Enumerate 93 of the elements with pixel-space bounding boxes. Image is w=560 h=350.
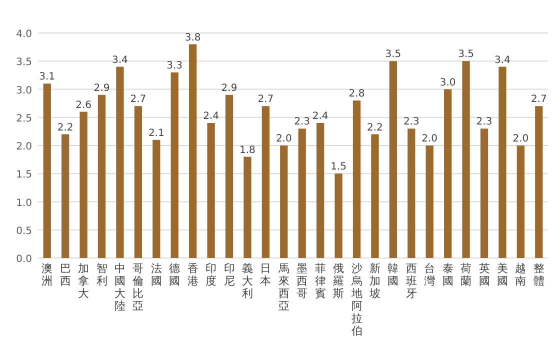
x-tick-label: 越南 xyxy=(515,262,526,288)
bar xyxy=(207,123,215,258)
data-label: 2.7 xyxy=(258,94,274,106)
bar xyxy=(244,156,252,258)
bar xyxy=(535,106,543,258)
x-tick-label: 印度 xyxy=(206,262,217,288)
bar xyxy=(408,128,416,258)
y-tick-label: 0.0 xyxy=(16,254,32,265)
x-tick-label: 巴西 xyxy=(60,262,71,288)
x-tick-label: 台灣 xyxy=(424,262,436,288)
bar xyxy=(170,72,178,258)
data-label: 2.3 xyxy=(294,116,310,128)
bar xyxy=(352,100,361,258)
x-tick-label: 印尼 xyxy=(224,262,235,288)
x-tick-label: 韓國 xyxy=(388,262,399,288)
data-label: 2.4 xyxy=(203,111,219,122)
x-tick-label: 香港 xyxy=(187,262,198,288)
y-tick-label: 0.5 xyxy=(16,226,32,237)
x-tick-label: 荷蘭 xyxy=(460,262,472,288)
y-tick-label: 1.5 xyxy=(16,170,32,181)
x-tick-label: 法國 xyxy=(150,262,162,288)
x-tick-label: 英國 xyxy=(478,262,490,288)
x-tick-label: 智利 xyxy=(96,262,108,288)
bar xyxy=(225,94,234,258)
x-tick-label: 菲律賓 xyxy=(314,262,326,300)
data-label: 3.5 xyxy=(458,49,474,60)
data-label: 2.4 xyxy=(312,111,328,122)
data-label: 3.4 xyxy=(112,54,128,66)
bar xyxy=(516,146,525,258)
x-tick-label: 沙烏地阿拉伯 xyxy=(350,262,362,338)
bar xyxy=(334,174,342,258)
bar xyxy=(371,134,379,258)
data-label: 2.2 xyxy=(367,122,383,134)
bar xyxy=(188,44,197,258)
data-label: 2.2 xyxy=(57,122,74,134)
bar xyxy=(280,146,288,258)
y-tick-label: 3.0 xyxy=(16,85,32,96)
bar xyxy=(480,128,488,258)
x-tick-label: 中國大陸 xyxy=(114,262,126,312)
bar xyxy=(316,123,324,258)
data-label: 2.0 xyxy=(422,134,438,144)
x-tick-label: 澳洲 xyxy=(42,262,53,288)
bar xyxy=(116,66,124,258)
x-tick-label: 哥倫比亞 xyxy=(132,262,144,312)
data-label: 2.3 xyxy=(476,116,492,128)
x-tick-label: 德國 xyxy=(169,262,180,288)
bar xyxy=(389,61,398,258)
y-tick-label: 2.5 xyxy=(16,113,32,124)
bar xyxy=(43,84,51,258)
data-label: 2.7 xyxy=(530,94,547,106)
data-label: 3.5 xyxy=(385,49,402,60)
data-label: 2.7 xyxy=(130,94,146,106)
y-tick-label: 3.5 xyxy=(16,57,32,68)
data-label: 3.1 xyxy=(39,72,56,83)
y-tick-label: 4.0 xyxy=(16,29,32,40)
data-label: 2.0 xyxy=(512,134,529,144)
data-label: 2.9 xyxy=(94,82,110,94)
y-tick-label: 1.0 xyxy=(16,198,32,209)
data-label: 2.9 xyxy=(221,82,238,94)
bar xyxy=(262,106,270,258)
data-label: 2.3 xyxy=(403,116,420,128)
bar xyxy=(298,128,306,258)
bar xyxy=(444,89,452,258)
bar xyxy=(98,94,106,258)
x-tick-label: 西班牙 xyxy=(406,262,417,300)
x-tick-label: 日本 xyxy=(260,262,272,288)
data-label: 2.8 xyxy=(348,88,365,100)
x-tick-label: 美國 xyxy=(496,262,508,288)
x-tick-label: 馬來西亞 xyxy=(277,262,290,312)
x-tick-label: 俄羅斯 xyxy=(333,262,344,300)
x-tick-label: 泰國 xyxy=(442,262,454,288)
data-label: 2.0 xyxy=(276,134,292,144)
data-label: 2.6 xyxy=(76,100,92,111)
x-tick-label: 墨西哥 xyxy=(296,262,308,300)
bar xyxy=(426,146,434,258)
bar xyxy=(152,140,160,258)
bar xyxy=(61,134,70,258)
y-tick-label: 2.0 xyxy=(16,142,32,152)
data-label: 1.8 xyxy=(240,144,256,156)
data-label: 2.1 xyxy=(148,128,164,139)
data-label: 3.3 xyxy=(166,60,183,72)
data-label: 3.0 xyxy=(440,77,456,88)
data-label: 1.5 xyxy=(330,162,346,173)
bar xyxy=(80,112,88,258)
x-tick-label: 義大利 xyxy=(242,262,253,300)
bar xyxy=(498,66,506,258)
x-tick-label: 新加坡 xyxy=(368,262,380,300)
bar xyxy=(462,61,470,258)
data-label: 3.8 xyxy=(184,32,201,44)
bar xyxy=(134,106,142,258)
x-tick-label: 加拿大 xyxy=(78,262,90,300)
data-label: 3.4 xyxy=(494,54,510,66)
x-tick-label: 整體 xyxy=(533,262,544,288)
